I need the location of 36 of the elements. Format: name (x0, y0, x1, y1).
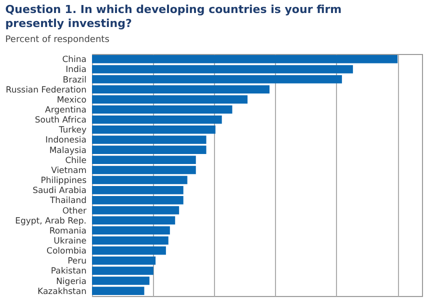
y-tick-label: Colombia (46, 246, 86, 257)
y-tick-label: Turkey (58, 126, 86, 136)
y-tick-label: China (62, 55, 86, 66)
y-tick-label: Egypt, Arab Rep. (15, 216, 86, 226)
y-tick-label: Philippines (40, 176, 88, 186)
chart-title: Question 1. In which developing countries is your firm presently investing? (5, 3, 342, 30)
y-tick-label: Brazil (62, 75, 86, 86)
y-tick-label: Peru (68, 256, 86, 267)
bar (92, 176, 188, 184)
bar (92, 226, 170, 235)
y-tick-label: Saudi Arabia (32, 186, 86, 196)
bar (92, 186, 184, 194)
y-tick-label: India (66, 65, 86, 76)
bar (92, 105, 232, 114)
y-tick-label: Argentina (45, 106, 86, 116)
chart-subtitle: Percent of respondents (5, 35, 110, 45)
bar (92, 236, 168, 245)
y-tick-label: Mexico (56, 95, 86, 106)
y-tick-label: Chile (65, 156, 86, 166)
bar (92, 95, 248, 104)
y-tick-label: Ukraine (54, 236, 86, 246)
y-tick-label: Malaysia (49, 146, 86, 156)
y-tick-label: Thailand (48, 196, 86, 206)
y-tick-label: Vietnam (51, 166, 86, 176)
bar (92, 115, 222, 124)
y-tick-label: Indonesia (45, 136, 86, 146)
bar (92, 246, 166, 255)
y-tick-label: Kazakhstan (38, 286, 86, 297)
bar (92, 166, 196, 174)
y-tick-label: Pakistan (50, 266, 86, 277)
y-tick-label: Nigeria (56, 276, 86, 287)
bar (92, 156, 196, 164)
y-tick-label: Russian Federation (6, 85, 86, 96)
y-tick-label: South Africa (34, 116, 86, 126)
y-tick-label: Romania (49, 226, 86, 236)
y-tick-label: Other (62, 206, 87, 216)
